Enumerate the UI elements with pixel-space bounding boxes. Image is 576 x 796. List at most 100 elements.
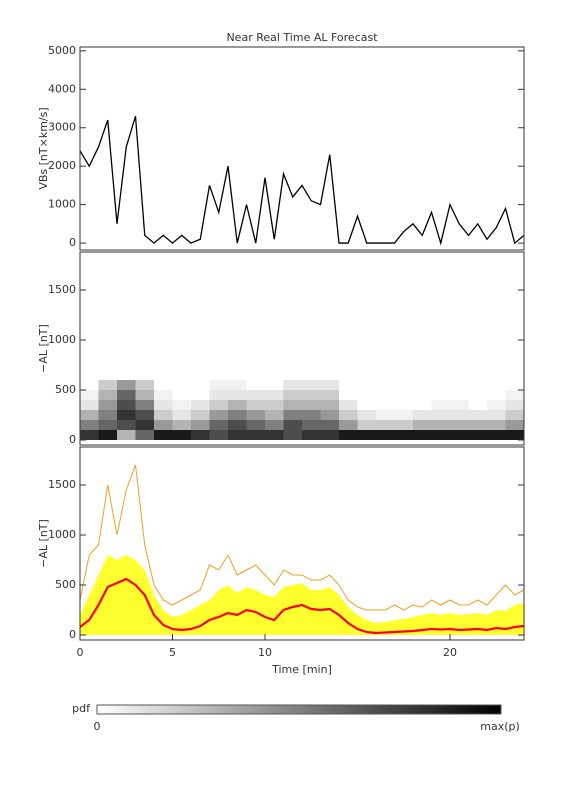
colorbar-label: pdf xyxy=(72,702,91,715)
y-axis-label: −AL [nT] xyxy=(37,324,50,373)
pdf-cell xyxy=(135,390,154,400)
pdf-cell xyxy=(246,430,265,440)
pdf-cell xyxy=(209,400,228,410)
pdf-cell xyxy=(246,390,265,400)
pdf-cell xyxy=(450,390,469,400)
x-axis-label: Time [min] xyxy=(271,663,332,676)
y-axis-label: VBs [nT×km/s] xyxy=(37,107,50,189)
pdf-cell xyxy=(80,420,99,430)
pdf-cell xyxy=(339,410,358,420)
y-tick-label: 1000 xyxy=(48,528,76,541)
y-tick-label: 1000 xyxy=(48,198,76,211)
pdf-cell xyxy=(450,400,469,410)
pdf-cell xyxy=(505,420,524,430)
y-tick-label: 1500 xyxy=(48,478,76,491)
pdf-cell xyxy=(265,380,284,390)
pdf-cell xyxy=(191,380,210,390)
pdf-cell xyxy=(376,400,395,410)
colorbar-max: max(p) xyxy=(480,720,520,733)
pdf-cell xyxy=(394,390,413,400)
plot-frame xyxy=(79,46,525,251)
pdf-cell xyxy=(283,400,302,410)
y-tick-label: 0 xyxy=(69,236,76,249)
pdf-cell xyxy=(172,420,191,430)
pdf-cell xyxy=(283,380,302,390)
pdf-cell xyxy=(80,390,99,400)
pdf-cell xyxy=(339,390,358,400)
pdf-cell xyxy=(172,390,191,400)
pdf-cell xyxy=(191,390,210,400)
pdf-cell xyxy=(339,400,358,410)
pdf-cell xyxy=(98,380,117,390)
pdf-cell xyxy=(413,420,432,430)
pdf-cell xyxy=(135,410,154,420)
y-tick-label: 500 xyxy=(55,383,76,396)
pdf-cell xyxy=(172,400,191,410)
pdf-cell xyxy=(468,430,487,440)
pdf-cell xyxy=(265,430,284,440)
pdf-cell xyxy=(376,420,395,430)
y-axis-label: −AL [nT] xyxy=(37,519,50,568)
pdf-cell xyxy=(154,410,173,420)
pdf-cell xyxy=(283,390,302,400)
pdf-cell xyxy=(209,410,228,420)
pdf-cell xyxy=(135,420,154,430)
pdf-cell xyxy=(505,430,524,440)
pdf-cell xyxy=(80,400,99,410)
pdf-cell xyxy=(450,410,469,420)
y-tick-label: 4000 xyxy=(48,82,76,95)
pdf-cell xyxy=(431,420,450,430)
pdf-cell xyxy=(487,430,506,440)
pdf-cell xyxy=(357,380,376,390)
pdf-cell xyxy=(228,420,247,430)
pdf-cell xyxy=(283,430,302,440)
pdf-cell xyxy=(487,400,506,410)
pdf-cell xyxy=(339,420,358,430)
pdf-cell xyxy=(431,380,450,390)
pdf-cell xyxy=(431,430,450,440)
y-tick-label: 1500 xyxy=(48,283,76,296)
pdf-cell xyxy=(283,410,302,420)
pdf-cell xyxy=(80,380,99,390)
pdf-cell xyxy=(413,390,432,400)
pdf-cell xyxy=(487,380,506,390)
pdf-cell xyxy=(376,410,395,420)
pdf-cell xyxy=(246,400,265,410)
pdf-cell xyxy=(172,410,191,420)
pdf-cell xyxy=(117,390,136,400)
pdf-cell xyxy=(487,410,506,420)
y-tick-label: 3000 xyxy=(48,121,76,134)
pdf-cell xyxy=(394,400,413,410)
pdf-cell xyxy=(450,380,469,390)
pdf-cell xyxy=(339,430,358,440)
pdf-cell xyxy=(172,380,191,390)
pdf-cell xyxy=(357,410,376,420)
pdf-cell xyxy=(413,410,432,420)
pdf-cell xyxy=(228,410,247,420)
pdf-cell xyxy=(357,400,376,410)
y-tick-label: 0 xyxy=(69,628,76,641)
pdf-cell xyxy=(505,410,524,420)
pdf-cell xyxy=(191,430,210,440)
pdf-cell xyxy=(228,430,247,440)
pdf-cell xyxy=(302,390,321,400)
pdf-cell xyxy=(468,390,487,400)
pdf-cell xyxy=(302,380,321,390)
pdf-cell xyxy=(228,390,247,400)
pdf-cell xyxy=(320,410,339,420)
vbs-line xyxy=(79,116,525,246)
pdf-cell xyxy=(376,390,395,400)
pdf-cell xyxy=(265,410,284,420)
pdf-cell xyxy=(431,410,450,420)
pdf-cell xyxy=(191,420,210,430)
pdf-cell xyxy=(505,390,524,400)
pdf-cell xyxy=(135,430,154,440)
pdf-cell xyxy=(413,380,432,390)
pdf-cell xyxy=(117,410,136,420)
colorbar xyxy=(96,704,502,715)
pdf-cell xyxy=(209,380,228,390)
pdf-cell xyxy=(487,390,506,400)
pdf-cell xyxy=(505,400,524,410)
pdf-cell xyxy=(302,410,321,420)
pdf-cell xyxy=(154,430,173,440)
